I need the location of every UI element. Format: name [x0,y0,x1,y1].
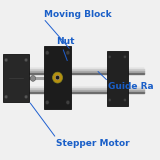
Circle shape [108,98,111,102]
Circle shape [30,76,36,81]
Circle shape [45,51,49,55]
Bar [44,46,71,109]
Circle shape [108,55,111,58]
Circle shape [66,100,70,104]
Circle shape [53,72,63,83]
Circle shape [4,58,8,62]
Circle shape [24,95,28,99]
Text: Stepper Motor: Stepper Motor [56,140,129,148]
Circle shape [56,75,60,80]
Circle shape [4,95,8,99]
Text: Moving Block: Moving Block [44,10,112,19]
Circle shape [124,98,126,102]
Bar [3,54,29,102]
Bar [107,51,128,106]
Circle shape [124,55,126,58]
Circle shape [24,58,28,62]
Circle shape [45,100,49,104]
Circle shape [66,51,70,55]
Text: Guide Ra: Guide Ra [108,82,154,91]
Text: Nut: Nut [56,37,74,46]
